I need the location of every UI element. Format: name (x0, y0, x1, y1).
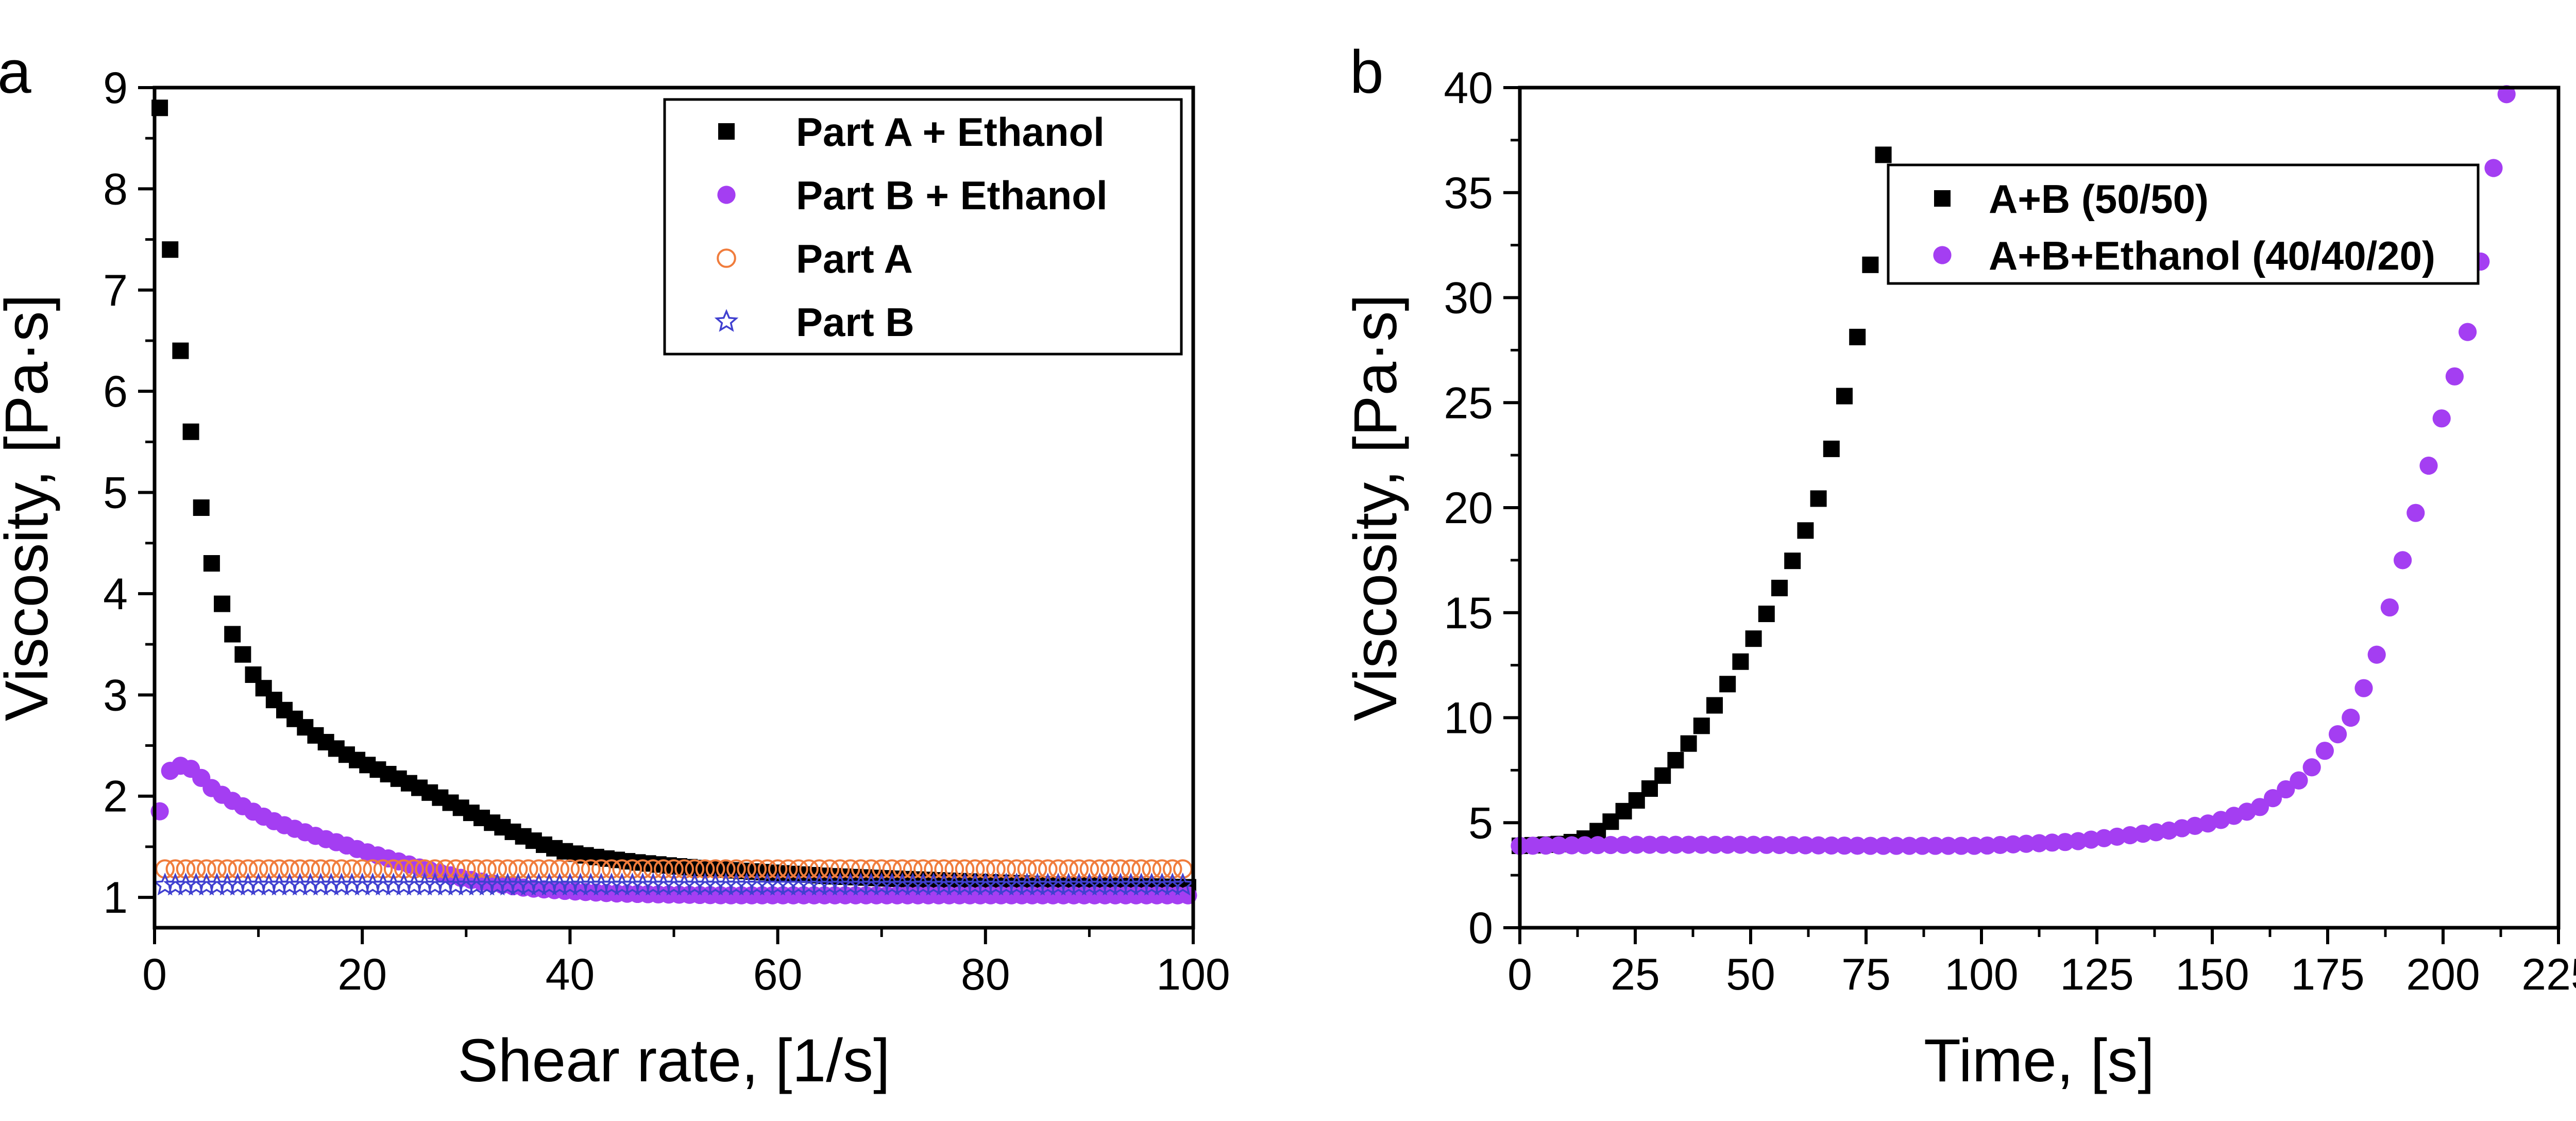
legend-marker (1933, 246, 1951, 264)
data-point (1654, 767, 1671, 784)
data-point (2433, 409, 2451, 427)
x-tick-label: 175 (2291, 950, 2365, 999)
data-point (2381, 598, 2399, 616)
legend-marker (718, 123, 735, 140)
data-point (1836, 388, 1853, 405)
x-tick-label: 40 (546, 950, 595, 999)
data-point (1849, 329, 1866, 345)
data-point (1810, 490, 1827, 507)
x-tick-label: 100 (1156, 950, 1230, 999)
data-point (1797, 522, 1814, 539)
data-point (2342, 709, 2360, 727)
x-tick-label: 100 (1944, 950, 2019, 999)
y-tick-label: 30 (1444, 274, 1493, 323)
y-tick-label: 9 (103, 63, 128, 113)
data-point (183, 424, 199, 440)
y-tick-label: 4 (103, 570, 128, 619)
data-point (2419, 457, 2437, 475)
y-tick-label: 35 (1444, 169, 1493, 218)
data-point (2303, 758, 2321, 776)
data-point (1719, 676, 1736, 692)
data-point (224, 626, 241, 642)
data-point (1667, 752, 1684, 768)
data-point (2459, 323, 2477, 341)
x-tick-label: 75 (1841, 950, 1891, 999)
panel-a-x-axis-label: Shear rate, [1/s] (457, 1027, 890, 1095)
panel-a-letter: a (0, 38, 31, 106)
data-point (162, 241, 178, 258)
x-tick-label: 60 (753, 950, 803, 999)
legend-marker (1934, 190, 1951, 207)
panel-a-y-axis-label: Viscosity, [Pa·s] (0, 294, 61, 721)
x-tick-label: 0 (142, 950, 167, 999)
legend-label: Part B (796, 299, 914, 345)
y-tick-label: 2 (103, 772, 128, 822)
legend-entry: A+B+Ethanol (40/40/20) (1933, 233, 2435, 278)
x-tick-label: 150 (2175, 950, 2249, 999)
data-point (2406, 504, 2425, 522)
data-point (234, 646, 251, 663)
x-tick-label: 125 (2060, 950, 2134, 999)
x-tick-label: 225 (2521, 950, 2576, 999)
panel-b-letter: b (1350, 38, 1384, 106)
legend-label: Part A (796, 236, 913, 281)
data-point (1784, 553, 1801, 569)
x-tick-label: 200 (2406, 950, 2480, 999)
panel-b-legend: A+B (50/50) A+B+Ethanol (40/40/20) (1888, 165, 2478, 283)
y-tick-label: 7 (103, 266, 128, 315)
y-tick-label: 8 (103, 164, 128, 214)
data-point (2446, 367, 2464, 386)
data-point (2394, 551, 2412, 569)
data-point (2290, 772, 2308, 790)
data-point (1693, 717, 1710, 734)
x-tick-label: 20 (337, 950, 387, 999)
data-point (1732, 654, 1749, 670)
y-tick-label: 20 (1444, 483, 1493, 533)
panel-b-x-axis-label: Time, [s] (1924, 1027, 2155, 1095)
y-tick-label: 6 (103, 367, 128, 416)
y-tick-label: 5 (103, 469, 128, 518)
data-point (193, 499, 210, 516)
legend-marker (717, 186, 735, 204)
y-tick-label: 3 (103, 671, 128, 720)
data-point (1758, 606, 1775, 622)
panel-a: a 0 20 40 60 80 100 1 2 3 4 5 6 7 8 9 Part A + Ethanol… (0, 38, 1230, 1095)
data-point (1706, 697, 1723, 714)
y-tick-label: 25 (1444, 378, 1493, 428)
y-tick-label: 40 (1444, 63, 1493, 113)
data-point (1862, 257, 1878, 273)
data-point (1745, 630, 1762, 647)
y-tick-label: 1 (103, 873, 128, 923)
data-point (204, 555, 220, 572)
y-tick-label: 10 (1444, 694, 1493, 743)
data-point (1875, 146, 1892, 163)
legend-label: A+B (50/50) (1989, 176, 2209, 222)
series-b-0 (1512, 146, 1892, 854)
data-point (2316, 742, 2334, 760)
x-tick-label: 50 (1726, 950, 1775, 999)
data-point (2368, 646, 2386, 664)
data-point (1681, 735, 1697, 752)
y-tick-label: 15 (1444, 589, 1493, 638)
data-point (2354, 679, 2372, 697)
data-point (2484, 159, 2502, 177)
data-point (172, 343, 189, 359)
legend-label: Part A + Ethanol (796, 109, 1105, 155)
data-point (2329, 725, 2347, 743)
y-tick-label: 0 (1468, 904, 1493, 953)
x-tick-label: 25 (1611, 950, 1660, 999)
data-point (214, 596, 230, 612)
legend-label: Part B + Ethanol (796, 173, 1108, 218)
y-tick-label: 5 (1468, 798, 1493, 848)
x-tick-label: 80 (961, 950, 1010, 999)
panel-b-y-axis-label: Viscosity, [Pa·s] (1342, 294, 1410, 721)
data-point (1771, 580, 1788, 596)
panel-a-legend: Part A + Ethanol Part B + Ethanol Part A Pa… (665, 99, 1181, 354)
panel-b: b 0 25 50 75 100 125 150 175 200 225 0 5 10 15 20 25 30 3… (1342, 38, 2576, 1095)
data-point (1823, 441, 1840, 457)
x-tick-label: 0 (1507, 950, 1532, 999)
legend-label: A+B+Ethanol (40/40/20) (1989, 233, 2435, 278)
